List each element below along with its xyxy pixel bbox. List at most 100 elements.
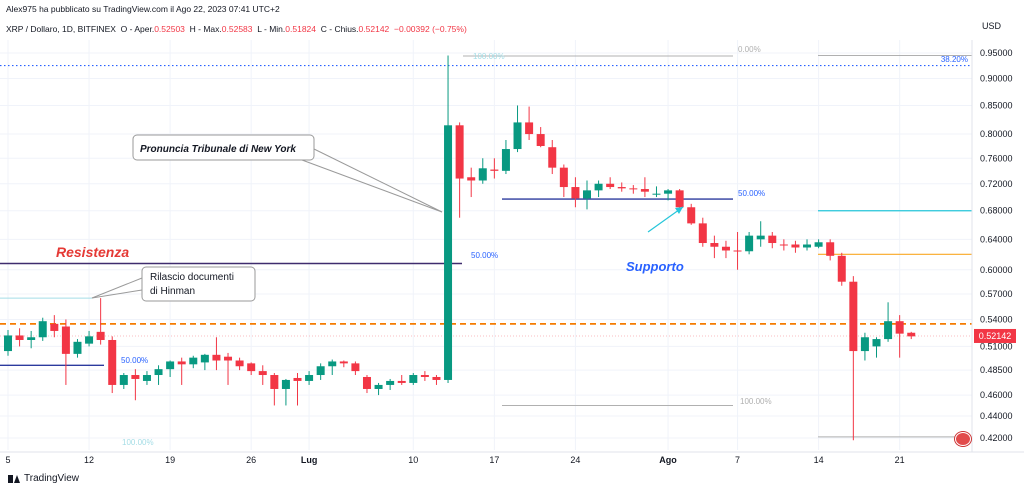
fib-label-50-resistance: 50.00% (471, 251, 498, 260)
candle-body (548, 147, 557, 168)
candle-body (849, 281, 858, 352)
candle-body (745, 235, 754, 252)
candle-body (293, 377, 302, 381)
candle-body (397, 380, 406, 383)
candle-body (73, 341, 82, 354)
high-label: H - Max. (189, 24, 222, 34)
candle-body (837, 255, 846, 282)
high-value: 0.52583 (221, 24, 253, 34)
x-tick-label: 21 (895, 455, 905, 465)
y-tick-label: 0.76000 (980, 153, 1013, 163)
x-tick-label: Lug (301, 455, 318, 465)
y-tick-label: 0.48500 (980, 365, 1013, 375)
x-tick-label: 12 (84, 455, 94, 465)
candle-body (131, 375, 140, 379)
y-tick-label: 0.51000 (980, 341, 1013, 351)
candle-body (768, 235, 777, 244)
candle-body (328, 361, 337, 367)
support-label: Supporto (626, 259, 684, 274)
y-tick-label: 0.60000 (980, 265, 1013, 275)
candle-body (50, 323, 59, 331)
support-arrow-head (675, 207, 683, 214)
candle-body (281, 379, 290, 389)
fib-label-0: 0.00% (738, 45, 761, 54)
x-tick-label: Ago (659, 455, 677, 465)
candle-body (362, 376, 371, 389)
candle-body (85, 336, 94, 344)
candle-body (166, 361, 175, 370)
x-tick-label: 14 (814, 455, 824, 465)
x-tick-label: 5 (5, 455, 10, 465)
candle-body (571, 187, 580, 199)
candle-body (664, 190, 673, 194)
symbol-ohlc-line: XRP / Dollaro, 1D, BITFINEX O - Aper.0.5… (6, 24, 467, 34)
court-callout-pointer (301, 159, 443, 213)
tradingview-brand[interactable]: TradingView (8, 473, 79, 484)
candle-body (212, 354, 221, 361)
candle-body (61, 326, 70, 354)
candle-body (235, 360, 244, 367)
open-label: O - Aper. (120, 24, 155, 34)
candle-body (247, 363, 256, 372)
candle-body (200, 354, 209, 363)
candle-body (224, 356, 233, 361)
court-callout-box (132, 134, 315, 161)
candle-body (860, 337, 869, 352)
candle-body (594, 183, 603, 191)
tradingview-logo-icon (8, 474, 20, 483)
candle-body (513, 122, 522, 150)
levels-layer (0, 54, 972, 438)
currency-label[interactable]: USD (982, 21, 1002, 31)
candle-body (4, 335, 12, 352)
candle-body (826, 242, 835, 256)
candle-body (316, 366, 325, 376)
hinman-callout-box (141, 266, 256, 302)
y-tick-label: 0.80000 (980, 129, 1013, 139)
candle-body (629, 188, 638, 190)
candle-body (721, 246, 730, 251)
fib-label-50-support: 50.00% (738, 189, 765, 198)
candle-body (803, 244, 812, 248)
x-tick-label: 26 (246, 455, 256, 465)
candle-body (733, 250, 742, 252)
candle-body (895, 321, 904, 334)
y-tick-label: 0.44000 (980, 411, 1013, 421)
flag-icon[interactable] (955, 432, 971, 446)
candle-body (907, 332, 916, 337)
candle-body (710, 243, 719, 247)
x-tick-label: 19 (165, 455, 175, 465)
y-axis[interactable]: 0.42000 0.44000 0.46000 0.48500 0.51000 0.540… (971, 40, 1016, 452)
candle-body (455, 125, 464, 179)
candle-body (490, 169, 499, 171)
hinman-callout-text-1: Rilascio documenti (150, 272, 234, 283)
y-tick-label: 0.57000 (980, 289, 1013, 299)
resistance-label: Resistenza (56, 244, 129, 260)
candle-body (791, 244, 800, 248)
x-tick-label: 10 (408, 455, 418, 465)
y-tick-label: 0.85000 (980, 100, 1013, 110)
candle-body (27, 337, 36, 340)
candle-body (501, 149, 510, 171)
x-axis[interactable]: 5 12 19 26 Lug 10 17 24 Ago 7 14 21 (0, 451, 1024, 465)
candle-body (270, 375, 279, 389)
candle-body (15, 335, 24, 340)
fib-label-38: 38.20% (941, 55, 968, 64)
candle-body (687, 207, 696, 224)
y-tick-label: 0.68000 (980, 206, 1013, 216)
candle-body (814, 242, 823, 247)
hinman-callout-text-2: di Hinman (150, 286, 195, 297)
candle-body (652, 193, 661, 195)
candle-body (432, 376, 441, 380)
low-value: 0.51824 (285, 24, 317, 34)
candle-body (583, 190, 591, 199)
y-tick-label: 0.90000 (980, 74, 1013, 84)
fib-label-50-left: 50.00% (121, 356, 148, 365)
candle-body (698, 223, 707, 244)
x-tick-label: 17 (489, 455, 499, 465)
candle-body (617, 187, 626, 189)
y-tick-label: 0.64000 (980, 234, 1013, 244)
candle-body (386, 380, 395, 385)
candle-body (444, 125, 453, 380)
candle-body (478, 168, 487, 181)
